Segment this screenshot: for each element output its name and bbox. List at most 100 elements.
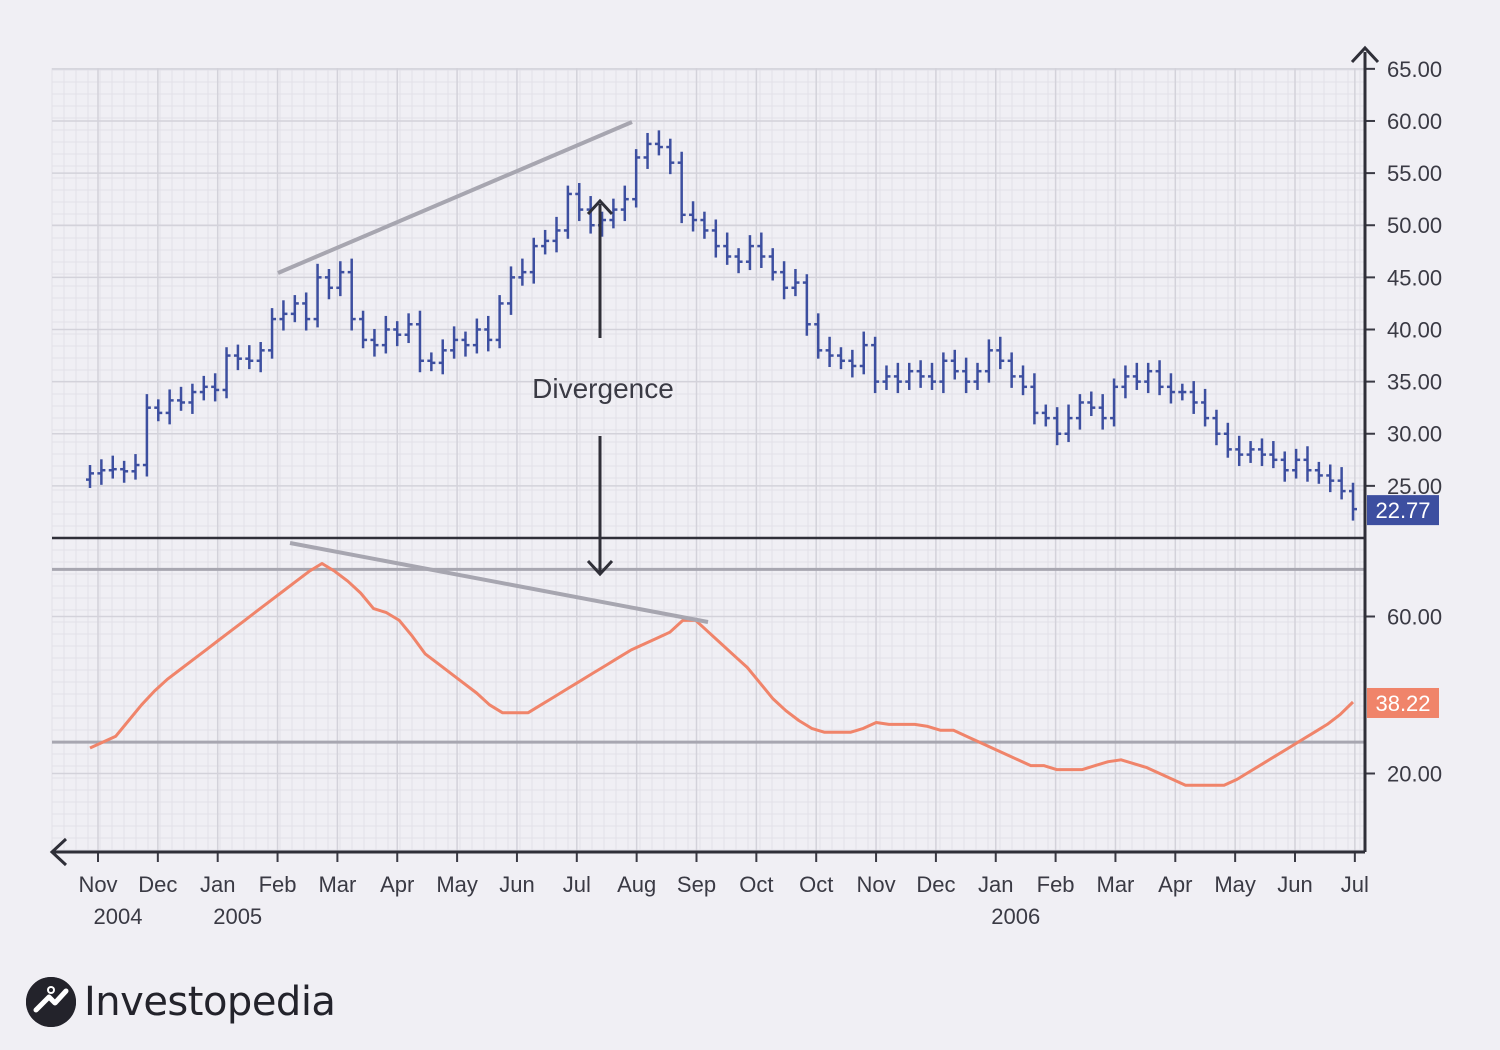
price-bar <box>654 130 663 156</box>
y-tick-label-price: 50.00 <box>1387 213 1442 238</box>
last-oscillator-badge <box>1367 687 1439 718</box>
x-tick-label: Apr <box>1158 872 1192 897</box>
arrow-down-icon <box>586 559 614 577</box>
price-bar <box>211 373 220 402</box>
price-bar <box>177 386 186 411</box>
price-bar <box>518 258 527 286</box>
price-bar <box>256 342 265 373</box>
price-bar <box>962 357 971 394</box>
price-bar <box>882 365 891 390</box>
price-bar <box>620 185 629 222</box>
price-bar <box>450 326 459 359</box>
price-bar <box>905 362 914 390</box>
x-tick-label: Jun <box>499 872 534 897</box>
price-bar <box>1019 365 1028 396</box>
price-bar <box>1257 438 1266 467</box>
x-tick-label: Dec <box>138 872 177 897</box>
x-tick-label: Oct <box>739 872 773 897</box>
price-bar <box>120 460 129 483</box>
price-bar <box>859 331 868 375</box>
price-bar <box>1110 378 1119 427</box>
price-bar <box>723 232 732 265</box>
x-tick-label: May <box>436 872 478 897</box>
y-tick-label-price: 65.00 <box>1387 57 1442 82</box>
price-bar <box>86 465 94 488</box>
y-tick-label-price: 45.00 <box>1387 265 1442 290</box>
y-tick-label-price: 25.00 <box>1387 474 1442 499</box>
price-bar <box>484 315 493 352</box>
price-bar <box>529 237 538 284</box>
price-bar <box>1292 448 1301 479</box>
last-price-label: 22.77 <box>1375 498 1430 523</box>
price-bar <box>711 219 720 258</box>
price-bar <box>233 344 242 371</box>
x-tick-label: Mar <box>318 872 356 897</box>
price-bar <box>1349 482 1357 521</box>
price-bar <box>142 394 151 477</box>
x-tick-label: Oct <box>799 872 833 897</box>
price-bar <box>336 261 345 297</box>
oscillator-line <box>89 562 1355 787</box>
investopedia-logo[interactable]: Investopedia <box>26 976 336 1028</box>
price-bar <box>757 232 766 268</box>
price-bar <box>825 336 834 368</box>
price-bar <box>1155 360 1164 396</box>
price-bar <box>381 315 390 354</box>
price-bar <box>768 248 777 281</box>
price-bar <box>1087 391 1096 417</box>
price-bar <box>871 336 880 394</box>
x-tick-label: Nov <box>856 872 895 897</box>
price-bar <box>199 375 208 401</box>
y-tick-label-osc: 20.00 <box>1387 762 1442 787</box>
x-tick-label: Jun <box>1277 872 1312 897</box>
price-bar <box>996 336 1005 370</box>
price-bar <box>1178 383 1187 401</box>
price-bar <box>404 313 413 344</box>
y-tick-label-price: 35.00 <box>1387 370 1442 395</box>
annotation-label: Divergence <box>532 373 674 404</box>
price-bar <box>575 183 584 222</box>
oscillator-trendline <box>289 541 709 624</box>
price-bar <box>1075 394 1084 430</box>
y-tick-label-osc: 60.00 <box>1387 605 1442 630</box>
price-bar <box>290 295 299 323</box>
price-bar <box>928 362 936 390</box>
price-bar <box>984 339 993 383</box>
price-bar <box>1166 373 1175 404</box>
last-oscillator-label: 38.22 <box>1375 691 1430 716</box>
x-tick-label: Apr <box>380 872 414 897</box>
x-tick-label: May <box>1214 872 1256 897</box>
price-bar <box>245 345 254 370</box>
price-bar <box>1144 362 1153 394</box>
last-price-badge <box>1367 495 1439 526</box>
price-bar <box>154 399 163 422</box>
price-bar <box>370 328 379 357</box>
year-label: 2006 <box>991 904 1040 929</box>
price-bar <box>1121 365 1130 399</box>
price-bar <box>814 313 823 359</box>
price-bar <box>1280 451 1289 482</box>
price-bar <box>745 235 754 271</box>
x-tick-label: Nov <box>78 872 117 897</box>
price-bar <box>848 349 857 378</box>
price-bar <box>427 352 436 372</box>
x-tick-label: Jul <box>1341 872 1369 897</box>
price-bar <box>1223 422 1232 458</box>
year-label: 2004 <box>94 904 143 929</box>
price-bar <box>632 149 641 208</box>
x-axis-arrow-icon <box>49 837 68 867</box>
price-bar <box>643 132 652 169</box>
price-bar <box>1314 461 1323 484</box>
price-bar <box>222 347 231 399</box>
price-bar <box>734 248 743 274</box>
price-bar <box>893 362 902 394</box>
price-trendline <box>277 120 633 275</box>
price-bar <box>609 198 618 229</box>
price-bar <box>1201 388 1210 427</box>
price-bar <box>324 269 333 300</box>
price-bar <box>563 185 572 239</box>
price-bar <box>666 138 675 175</box>
y-tick-label-price: 55.00 <box>1387 161 1442 186</box>
